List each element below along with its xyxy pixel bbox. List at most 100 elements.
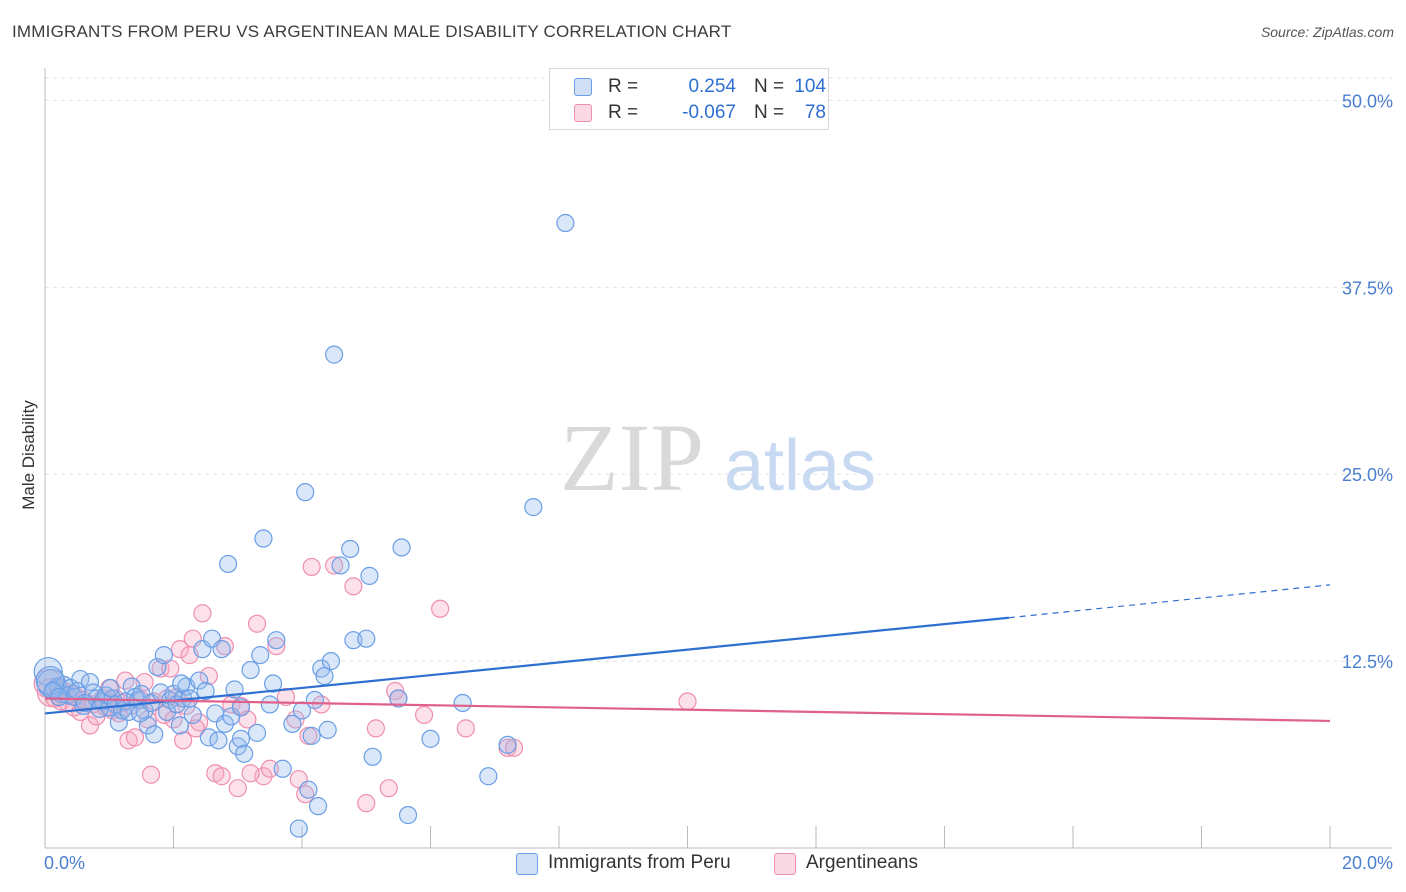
data-point <box>254 529 273 548</box>
bottom-legend-swatch-peru <box>516 853 538 875</box>
data-point <box>302 726 321 745</box>
data-point <box>308 797 328 816</box>
data-point <box>678 692 697 711</box>
data-point <box>235 744 254 763</box>
legend-swatch-peru <box>574 78 592 96</box>
data-point <box>389 689 408 708</box>
data-point <box>344 577 363 596</box>
data-point <box>260 759 279 778</box>
data-point <box>299 780 318 799</box>
data-point <box>215 714 234 734</box>
legend-n-label: N = <box>754 76 785 97</box>
bottom-legend-label: Immigrants from Peru <box>548 852 731 873</box>
data-point <box>251 646 270 665</box>
y-tick-label: 12.5% <box>1342 652 1393 672</box>
data-point <box>154 646 173 665</box>
legend-r-value: 0.254 <box>688 76 736 97</box>
data-point <box>398 806 418 825</box>
data-point <box>196 681 215 701</box>
data-point <box>325 556 344 575</box>
data-point <box>321 652 341 671</box>
data-point <box>35 665 65 696</box>
data-point <box>183 705 202 725</box>
data-point <box>315 666 334 686</box>
watermark-atlas: atlas <box>724 426 876 506</box>
data-point <box>305 690 324 710</box>
x-tick-label-min: 0.0% <box>44 853 85 873</box>
axes <box>44 68 1392 849</box>
data-point <box>141 765 161 784</box>
data-point <box>145 725 164 744</box>
data-point <box>366 719 385 738</box>
data-point <box>209 731 228 750</box>
data-point <box>431 599 450 618</box>
data-point <box>157 702 177 722</box>
data-point <box>101 678 120 698</box>
data-point <box>341 539 360 559</box>
y-tick-label: 50.0% <box>1342 91 1393 111</box>
trend-line-peru-projection <box>1008 584 1331 619</box>
trend-line-argentineans <box>44 697 1331 723</box>
data-point <box>212 640 231 659</box>
data-point <box>414 705 434 725</box>
trend-line-peru <box>44 616 1009 715</box>
legend-n-label: N = <box>754 102 785 123</box>
data-point <box>479 767 498 786</box>
data-point <box>247 723 267 742</box>
data-point <box>212 767 231 786</box>
data-point <box>190 671 209 690</box>
data-point <box>119 702 138 722</box>
watermark: ZIP atlas <box>560 404 876 511</box>
legend-swatch-argentineans <box>574 104 592 122</box>
data-point <box>363 747 382 766</box>
data-point <box>273 759 292 778</box>
data-point <box>193 604 212 623</box>
chart-title: IMMIGRANTS FROM PERU VS ARGENTINEAN MALE… <box>12 22 732 41</box>
tick-labels: 12.5% 25.0% 37.5% 50.0% 0.0% 20.0% <box>44 91 1393 873</box>
data-point <box>80 672 100 692</box>
data-point <box>241 660 260 680</box>
data-point <box>498 735 517 754</box>
data-point <box>267 631 286 650</box>
data-point <box>80 716 100 735</box>
data-point <box>556 213 575 233</box>
bottom-legend-swatch-argentineans <box>774 853 796 875</box>
legend-r-label: R = <box>608 76 639 97</box>
source-credit: Source: ZipAtlas.com <box>1260 24 1394 40</box>
trend-lines <box>44 584 1331 723</box>
legend-n-value: 104 <box>794 76 826 97</box>
data-point <box>267 637 286 656</box>
data-point <box>247 614 267 633</box>
data-point <box>241 764 260 783</box>
data-point <box>421 729 440 748</box>
legend-r-label: R = <box>608 102 639 123</box>
legend-n-value: 78 <box>804 102 826 123</box>
data-point <box>318 720 337 739</box>
data-point <box>50 687 69 707</box>
data-point <box>456 719 475 738</box>
data-point <box>524 498 543 517</box>
bottom-legend-label: Argentineans <box>806 852 918 873</box>
data-point <box>231 698 251 717</box>
data-point <box>231 729 251 748</box>
data-point <box>283 714 302 734</box>
x-tick-label-max: 20.0% <box>1342 853 1393 873</box>
data-point <box>130 704 150 723</box>
data-point <box>296 483 315 502</box>
data-point <box>360 566 379 585</box>
y-tick-label: 37.5% <box>1342 278 1393 298</box>
data-point <box>263 674 283 693</box>
data-point <box>302 557 321 577</box>
legend-r-value: -0.067 <box>682 102 736 123</box>
data-point <box>228 779 247 798</box>
gridlines <box>45 77 1392 662</box>
data-point <box>170 716 190 735</box>
data-point <box>453 693 472 713</box>
peru-points <box>33 213 575 838</box>
data-point <box>357 629 376 648</box>
data-point <box>289 819 308 838</box>
y-tick-label: 25.0% <box>1342 465 1393 485</box>
data-point <box>199 666 218 686</box>
y-axis-label: Male Disability <box>19 400 38 510</box>
data-point <box>170 640 190 659</box>
